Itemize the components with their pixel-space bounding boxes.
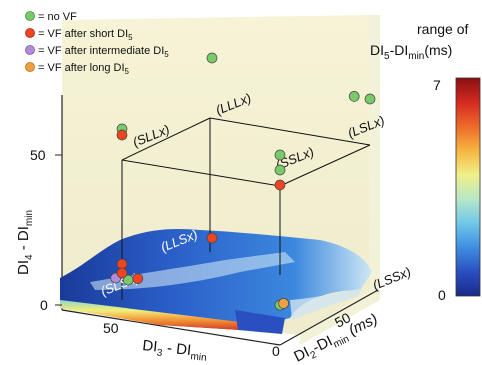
x-tick-label-50: 50 (103, 320, 119, 336)
data-point-6 (274, 164, 286, 176)
data-point-3 (348, 91, 360, 102)
legend-marker-long (25, 62, 35, 72)
data-point-15 (278, 298, 289, 309)
z-tick-label-0: 0 (40, 297, 48, 313)
legend-marker-no-vf (25, 11, 35, 21)
colorbar-max-label: 7 (433, 77, 441, 93)
legend-label-long: = VF after long DI5 (38, 62, 130, 76)
data-point-13 (132, 273, 144, 284)
y-axis-ticks: 50 (332, 309, 353, 331)
legend-label-short: = VF after short DI5 (38, 28, 133, 42)
data-point-5 (274, 149, 286, 161)
right-wall (300, 15, 380, 345)
colorbar: range of DI5-DImin(ms) 7 0 (370, 21, 481, 303)
x-axis-ticks: 50 0 (103, 320, 280, 359)
colorbar-gradient (455, 77, 481, 297)
y-tick-label-50: 50 (332, 309, 353, 331)
data-point-4 (206, 52, 218, 64)
data-point-12 (116, 267, 128, 279)
data-point-7 (274, 179, 286, 191)
colorbar-title-line2: DI5-DImin(ms) (370, 42, 452, 62)
data-point-1 (116, 129, 128, 141)
data-point-9 (116, 258, 128, 270)
data-point-8 (206, 232, 218, 244)
z-axis-label: DI4 - DImin (15, 210, 35, 275)
legend-marker-intermediate (25, 45, 35, 55)
colorbar-min-label: 0 (438, 287, 446, 303)
legend-label-intermediate: = VF after intermediate DI5 (38, 45, 169, 59)
x-axis-line (61, 309, 281, 346)
data-point-2 (364, 93, 376, 105)
legend-label-no-vf: = no VF (38, 11, 77, 23)
surface (60, 229, 372, 334)
z-tick-label-50: 50 (30, 147, 46, 163)
z-axis-ticks: 50 0 (30, 147, 62, 313)
x-tick-label-0: 0 (272, 343, 280, 359)
y-axis-line (279, 289, 379, 346)
colorbar-title-line1: range of (417, 21, 468, 37)
data-points (110, 52, 376, 311)
legend-marker-short (25, 28, 35, 38)
legend: = no VF = VF after short DI5 = VF after … (25, 11, 169, 76)
x-axis-label: DI3 - DImin (141, 337, 208, 364)
region-box (121, 117, 371, 300)
